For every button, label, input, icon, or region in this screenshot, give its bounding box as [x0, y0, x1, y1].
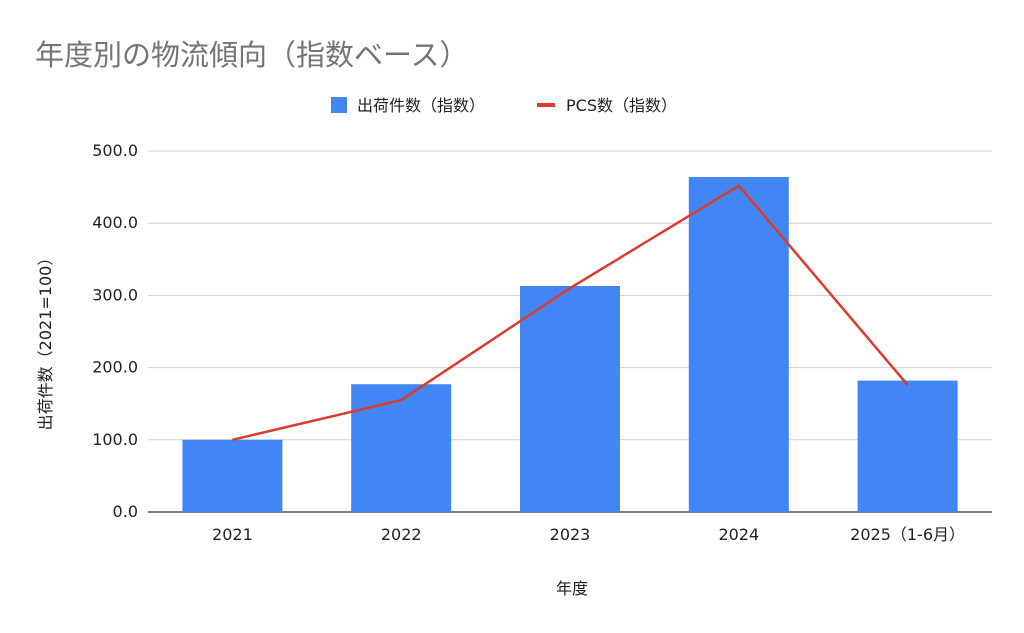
y-tick-label: 0.0 — [113, 502, 138, 521]
bar — [351, 384, 452, 512]
bar — [520, 286, 620, 512]
x-tick-label: 2022 — [381, 525, 422, 544]
legend-swatch-line — [537, 103, 555, 107]
bar — [182, 439, 283, 512]
legend-swatch-bar — [331, 97, 347, 113]
y-axis-label: 出荷件数（2021=100） — [36, 250, 55, 431]
y-tick-label: 200.0 — [92, 358, 138, 377]
x-tick-label: 2024 — [718, 525, 759, 544]
bar — [688, 176, 789, 512]
x-tick-label: 2023 — [550, 525, 591, 544]
x-axis-label: 年度 — [556, 579, 588, 598]
y-tick-label: 400.0 — [92, 213, 138, 232]
y-tick-label: 100.0 — [92, 430, 138, 449]
chart-title: 年度別の物流傾向（指数ベース） — [35, 38, 469, 72]
y-tick-label: 300.0 — [92, 285, 138, 304]
x-tick-label: 2021 — [212, 525, 253, 544]
bar — [857, 380, 958, 512]
legend-label: PCS数（指数） — [566, 96, 677, 115]
x-tick-label: 2025（1-6月） — [850, 525, 965, 544]
y-tick-label: 500.0 — [92, 141, 138, 160]
legend-label: 出荷件数（指数） — [357, 96, 485, 115]
